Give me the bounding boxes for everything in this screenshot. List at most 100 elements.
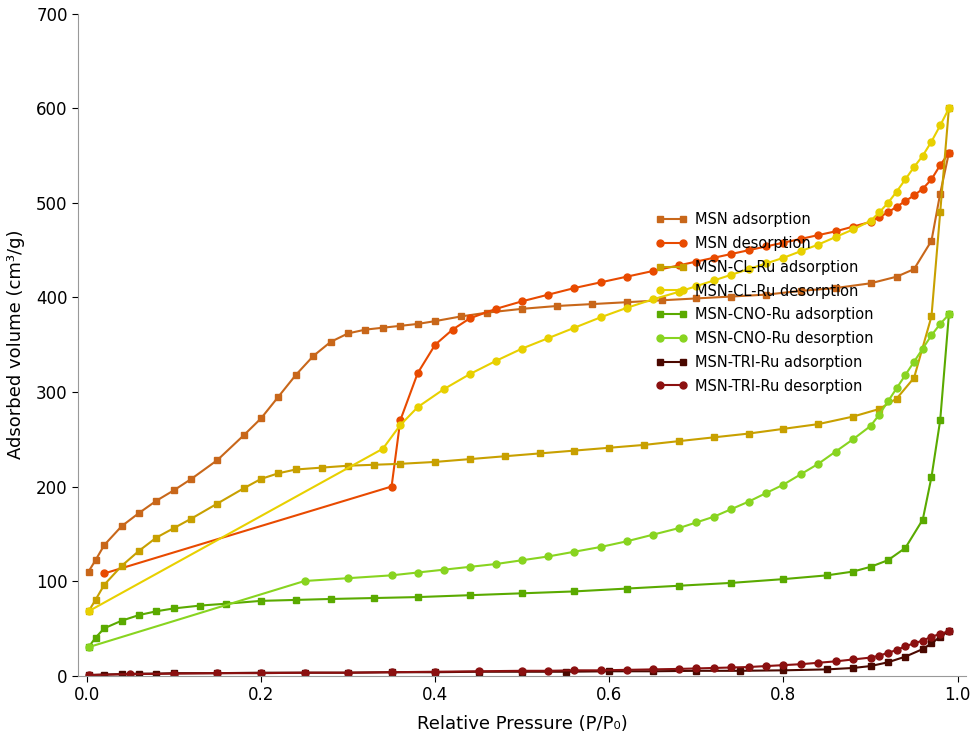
MSN-TRI-Ru desorption bbox=[620, 665, 632, 674]
MSN-CL-Ru adsorption bbox=[533, 449, 545, 458]
MSN-CL-Ru desorption bbox=[794, 246, 806, 255]
MSN-CNO-Ru desorption bbox=[646, 531, 658, 539]
MSN desorption bbox=[899, 197, 911, 206]
MSN-CNO-Ru desorption bbox=[385, 571, 397, 579]
MSN-CL-Ru desorption bbox=[829, 232, 841, 241]
MSN-CL-Ru desorption bbox=[933, 121, 945, 130]
MSN-CL-Ru adsorption bbox=[846, 412, 858, 421]
MSN adsorption bbox=[428, 317, 440, 326]
MSN-CL-Ru desorption bbox=[515, 344, 527, 353]
MSN adsorption bbox=[168, 486, 180, 495]
MSN-TRI-Ru adsorption bbox=[151, 669, 162, 678]
MSN-CNO-Ru desorption bbox=[777, 480, 788, 489]
MSN adsorption bbox=[342, 329, 354, 338]
MSN-CL-Ru desorption bbox=[490, 357, 502, 366]
MSN-TRI-Ru adsorption bbox=[255, 668, 267, 677]
MSN adsorption bbox=[185, 474, 197, 483]
MSN-CNO-Ru desorption bbox=[437, 565, 449, 574]
MSN adsorption bbox=[829, 283, 841, 292]
MSN-CL-Ru desorption bbox=[673, 287, 685, 296]
MSN-TRI-Ru desorption bbox=[864, 653, 875, 662]
MSN-CL-Ru adsorption bbox=[777, 425, 788, 434]
Line: MSN adsorption: MSN adsorption bbox=[85, 149, 952, 575]
MSN-CNO-Ru adsorption bbox=[821, 571, 832, 579]
MSN adsorption bbox=[759, 290, 771, 299]
MSN desorption bbox=[725, 249, 736, 258]
MSN adsorption bbox=[133, 508, 145, 517]
MSN-TRI-Ru desorption bbox=[646, 665, 658, 674]
MSN-TRI-Ru desorption bbox=[594, 666, 605, 675]
MSN adsorption bbox=[586, 300, 598, 309]
MSN desorption bbox=[542, 290, 554, 299]
MSN-CL-Ru desorption bbox=[864, 217, 875, 226]
MSN adsorption bbox=[98, 541, 110, 550]
MSN adsorption bbox=[82, 567, 94, 576]
MSN-CNO-Ru desorption bbox=[846, 435, 858, 444]
MSN-CL-Ru desorption bbox=[872, 208, 884, 217]
MSN adsorption bbox=[455, 312, 467, 321]
MSN-CL-Ru adsorption bbox=[942, 104, 954, 113]
MSN-CL-Ru adsorption bbox=[168, 524, 180, 533]
MSN-CL-Ru desorption bbox=[394, 420, 406, 429]
MSN-TRI-Ru desorption bbox=[124, 670, 136, 679]
MSN-TRI-Ru adsorption bbox=[211, 669, 223, 678]
MSN-TRI-Ru desorption bbox=[472, 667, 484, 676]
MSN-CNO-Ru adsorption bbox=[368, 593, 379, 602]
MSN-CL-Ru adsorption bbox=[82, 607, 94, 616]
MSN desorption bbox=[428, 340, 440, 349]
MSN-CL-Ru adsorption bbox=[499, 452, 511, 461]
MSN desorption bbox=[385, 482, 397, 491]
MSN-CL-Ru desorption bbox=[646, 295, 658, 304]
MSN-CNO-Ru adsorption bbox=[777, 575, 788, 584]
MSN-CL-Ru desorption bbox=[846, 225, 858, 234]
MSN-CNO-Ru desorption bbox=[942, 310, 954, 319]
MSN-TRI-Ru adsorption bbox=[342, 668, 354, 677]
Line: MSN desorption: MSN desorption bbox=[101, 149, 952, 577]
MSN-CL-Ru desorption bbox=[437, 385, 449, 394]
MSN-TRI-Ru desorption bbox=[211, 669, 223, 678]
MSN adsorption bbox=[272, 392, 284, 401]
MSN-CNO-Ru desorption bbox=[412, 568, 423, 577]
MSN-CNO-Ru desorption bbox=[864, 422, 875, 431]
MSN-CL-Ru adsorption bbox=[812, 420, 823, 428]
MSN-TRI-Ru desorption bbox=[846, 655, 858, 664]
MSN-CL-Ru desorption bbox=[689, 282, 701, 291]
MSN-CNO-Ru adsorption bbox=[899, 543, 911, 552]
MSN-CNO-Ru adsorption bbox=[90, 633, 102, 642]
MSN-CNO-Ru desorption bbox=[490, 559, 502, 568]
MSN desorption bbox=[864, 218, 875, 226]
MSN-CL-Ru adsorption bbox=[464, 454, 475, 463]
MSN-CNO-Ru desorption bbox=[916, 344, 928, 353]
MSN-CNO-Ru desorption bbox=[542, 552, 554, 561]
MSN-CNO-Ru adsorption bbox=[515, 589, 527, 598]
MSN-CNO-Ru desorption bbox=[515, 556, 527, 565]
MSN-CL-Ru adsorption bbox=[98, 580, 110, 589]
MSN-CL-Ru desorption bbox=[890, 187, 902, 196]
MSN adsorption bbox=[307, 352, 319, 360]
MSN-CL-Ru adsorption bbox=[115, 562, 127, 571]
MSN-TRI-Ru adsorption bbox=[821, 665, 832, 674]
MSN-CL-Ru adsorption bbox=[908, 374, 919, 383]
MSN-CL-Ru adsorption bbox=[133, 546, 145, 555]
MSN-CNO-Ru desorption bbox=[794, 470, 806, 479]
MSN-CL-Ru adsorption bbox=[742, 429, 754, 438]
MSN-CL-Ru desorption bbox=[942, 104, 954, 113]
MSN-CNO-Ru desorption bbox=[881, 397, 893, 406]
MSN-CNO-Ru adsorption bbox=[916, 515, 928, 524]
MSN desorption bbox=[412, 369, 423, 377]
MSN-CNO-Ru desorption bbox=[342, 574, 354, 582]
MSN-CNO-Ru desorption bbox=[812, 460, 823, 468]
MSN adsorption bbox=[289, 371, 301, 380]
MSN-TRI-Ru desorption bbox=[707, 664, 719, 673]
MSN-TRI-Ru desorption bbox=[542, 666, 554, 675]
MSN-TRI-Ru desorption bbox=[890, 645, 902, 654]
MSN-CNO-Ru desorption bbox=[933, 320, 945, 329]
MSN-TRI-Ru desorption bbox=[725, 663, 736, 672]
MSN-TRI-Ru desorption bbox=[689, 664, 701, 673]
MSN desorption bbox=[794, 235, 806, 243]
MSN adsorption bbox=[924, 236, 936, 245]
MSN-CNO-Ru adsorption bbox=[924, 473, 936, 482]
MSN-CNO-Ru desorption bbox=[872, 410, 884, 419]
MSN desorption bbox=[742, 246, 754, 255]
MSN adsorption bbox=[325, 337, 336, 346]
